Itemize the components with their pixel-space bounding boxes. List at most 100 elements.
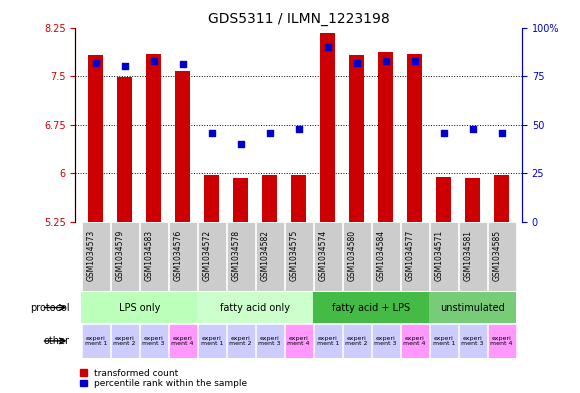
Text: GSM1034571: GSM1034571: [434, 230, 444, 281]
Text: GSM1034584: GSM1034584: [376, 230, 386, 281]
FancyBboxPatch shape: [313, 292, 429, 323]
FancyBboxPatch shape: [111, 324, 139, 358]
Text: GSM1034577: GSM1034577: [405, 230, 415, 281]
Text: protocol: protocol: [30, 303, 70, 312]
Text: GSM1034576: GSM1034576: [173, 230, 183, 281]
Text: experi
ment 4: experi ment 4: [491, 336, 513, 346]
Point: [207, 129, 216, 136]
Text: GSM1034581: GSM1034581: [463, 230, 473, 281]
FancyBboxPatch shape: [314, 324, 342, 358]
FancyBboxPatch shape: [343, 324, 371, 358]
Point: [120, 63, 129, 70]
Bar: [292, 175, 306, 222]
Bar: [205, 175, 219, 222]
Text: experi
ment 3: experi ment 3: [143, 336, 165, 346]
FancyBboxPatch shape: [285, 222, 313, 291]
FancyBboxPatch shape: [198, 324, 226, 358]
Bar: [494, 175, 509, 222]
FancyBboxPatch shape: [82, 222, 110, 291]
FancyBboxPatch shape: [169, 222, 197, 291]
FancyBboxPatch shape: [459, 222, 487, 291]
Bar: [117, 77, 132, 222]
Bar: [321, 33, 335, 222]
Text: experi
ment 2: experi ment 2: [230, 336, 252, 346]
Text: fatty acid + LPS: fatty acid + LPS: [332, 303, 410, 312]
Bar: [176, 71, 190, 222]
Point: [468, 125, 477, 132]
Text: GSM1034573: GSM1034573: [86, 230, 96, 281]
FancyBboxPatch shape: [401, 222, 429, 291]
Bar: [379, 52, 393, 222]
Point: [352, 59, 361, 66]
Point: [178, 61, 187, 68]
FancyBboxPatch shape: [198, 222, 226, 291]
Text: experi
ment 1: experi ment 1: [85, 336, 107, 346]
Point: [236, 141, 245, 147]
Point: [439, 129, 448, 136]
Text: experi
ment 4: experi ment 4: [288, 336, 310, 346]
Text: experi
ment 3: experi ment 3: [375, 336, 397, 346]
FancyBboxPatch shape: [256, 222, 284, 291]
Text: GSM1034583: GSM1034583: [144, 230, 154, 281]
Point: [323, 44, 332, 50]
Point: [381, 57, 390, 64]
Bar: [263, 175, 277, 222]
FancyBboxPatch shape: [343, 222, 371, 291]
FancyBboxPatch shape: [401, 324, 429, 358]
FancyBboxPatch shape: [429, 292, 516, 323]
FancyBboxPatch shape: [430, 222, 458, 291]
FancyBboxPatch shape: [81, 292, 197, 323]
FancyBboxPatch shape: [459, 324, 487, 358]
Point: [410, 57, 419, 64]
FancyBboxPatch shape: [314, 222, 342, 291]
Legend: transformed count, percentile rank within the sample: transformed count, percentile rank withi…: [80, 369, 248, 389]
Text: experi
ment 4: experi ment 4: [404, 336, 426, 346]
Text: GSM1034578: GSM1034578: [231, 230, 241, 281]
FancyBboxPatch shape: [111, 222, 139, 291]
FancyBboxPatch shape: [488, 324, 516, 358]
FancyBboxPatch shape: [140, 324, 168, 358]
Text: GSM1034575: GSM1034575: [289, 230, 299, 281]
Text: experi
ment 1: experi ment 1: [317, 336, 339, 346]
Text: experi
ment 2: experi ment 2: [346, 336, 368, 346]
Text: GSM1034580: GSM1034580: [347, 230, 357, 281]
FancyBboxPatch shape: [82, 324, 110, 358]
Text: experi
ment 4: experi ment 4: [172, 336, 194, 346]
Text: other: other: [44, 336, 70, 346]
Text: experi
ment 1: experi ment 1: [201, 336, 223, 346]
Bar: [466, 178, 480, 222]
Text: fatty acid only: fatty acid only: [220, 303, 290, 312]
FancyBboxPatch shape: [197, 292, 313, 323]
Bar: [146, 54, 161, 222]
FancyBboxPatch shape: [430, 324, 458, 358]
FancyBboxPatch shape: [227, 222, 255, 291]
Title: GDS5311 / ILMN_1223198: GDS5311 / ILMN_1223198: [208, 13, 390, 26]
Text: GSM1034572: GSM1034572: [202, 230, 212, 281]
Text: GSM1034582: GSM1034582: [260, 230, 270, 281]
Text: experi
ment 1: experi ment 1: [433, 336, 455, 346]
Bar: [349, 55, 364, 222]
Text: experi
ment 3: experi ment 3: [259, 336, 281, 346]
FancyBboxPatch shape: [227, 324, 255, 358]
Point: [497, 129, 506, 136]
Text: GSM1034579: GSM1034579: [115, 230, 125, 281]
FancyBboxPatch shape: [256, 324, 284, 358]
FancyBboxPatch shape: [372, 324, 400, 358]
Point: [91, 59, 100, 66]
Text: LPS only: LPS only: [118, 303, 160, 312]
Point: [265, 129, 274, 136]
FancyBboxPatch shape: [140, 222, 168, 291]
Bar: [88, 55, 103, 222]
Bar: [407, 54, 422, 222]
FancyBboxPatch shape: [285, 324, 313, 358]
FancyBboxPatch shape: [372, 222, 400, 291]
Bar: [234, 178, 248, 222]
Point: [294, 125, 303, 132]
Bar: [437, 176, 451, 222]
Text: GSM1034585: GSM1034585: [492, 230, 502, 281]
Point: [149, 57, 158, 64]
FancyBboxPatch shape: [488, 222, 516, 291]
Text: GSM1034574: GSM1034574: [318, 230, 328, 281]
FancyBboxPatch shape: [169, 324, 197, 358]
Text: unstimulated: unstimulated: [440, 303, 505, 312]
